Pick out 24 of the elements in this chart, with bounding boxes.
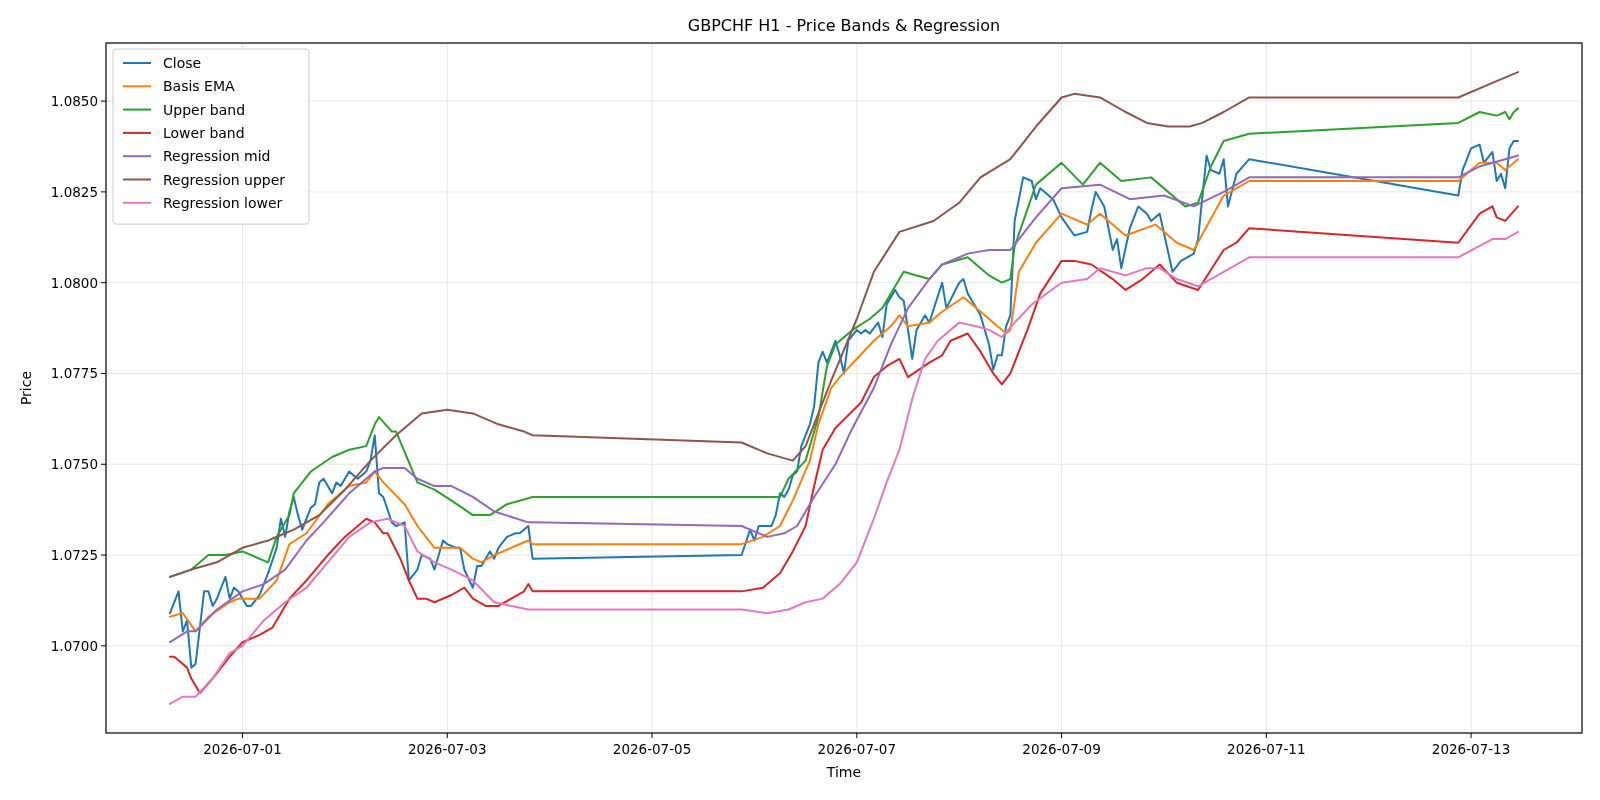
chart-title: GBPCHF H1 - Price Bands & Regression — [687, 16, 1001, 35]
x-tick-label: 2026-07-01 — [203, 741, 282, 757]
legend-label: Basis EMA — [163, 78, 236, 95]
x-tick-label: 2026-07-07 — [817, 741, 897, 757]
x-tick-label: 2026-07-13 — [1431, 741, 1511, 757]
legend-label: Lower band — [163, 124, 245, 141]
legend-label: Close — [163, 55, 202, 71]
x-tick-label: 2026-07-05 — [612, 741, 692, 757]
legend-label: Regression mid — [163, 148, 271, 165]
y-tick-label: 1.0750 — [50, 456, 98, 473]
y-tick-label: 1.0725 — [50, 547, 98, 564]
y-tick-label: 1.0800 — [50, 274, 98, 291]
legend-label: Regression lower — [163, 194, 283, 211]
y-tick-label: 1.0700 — [50, 637, 98, 654]
y-tick-label: 1.0825 — [50, 183, 98, 200]
legend-label: Upper band — [163, 101, 246, 118]
x-axis-title: Time — [825, 764, 862, 780]
y-tick-label: 1.0775 — [50, 365, 98, 382]
y-tick-label: 1.0850 — [50, 93, 98, 110]
legend-label: Regression upper — [163, 171, 286, 188]
y-axis-title: Price — [18, 370, 34, 406]
x-tick-label: 2026-07-09 — [1022, 741, 1101, 757]
x-tick-label: 2026-07-03 — [408, 741, 487, 757]
x-tick-label: 2026-07-11 — [1227, 741, 1306, 757]
